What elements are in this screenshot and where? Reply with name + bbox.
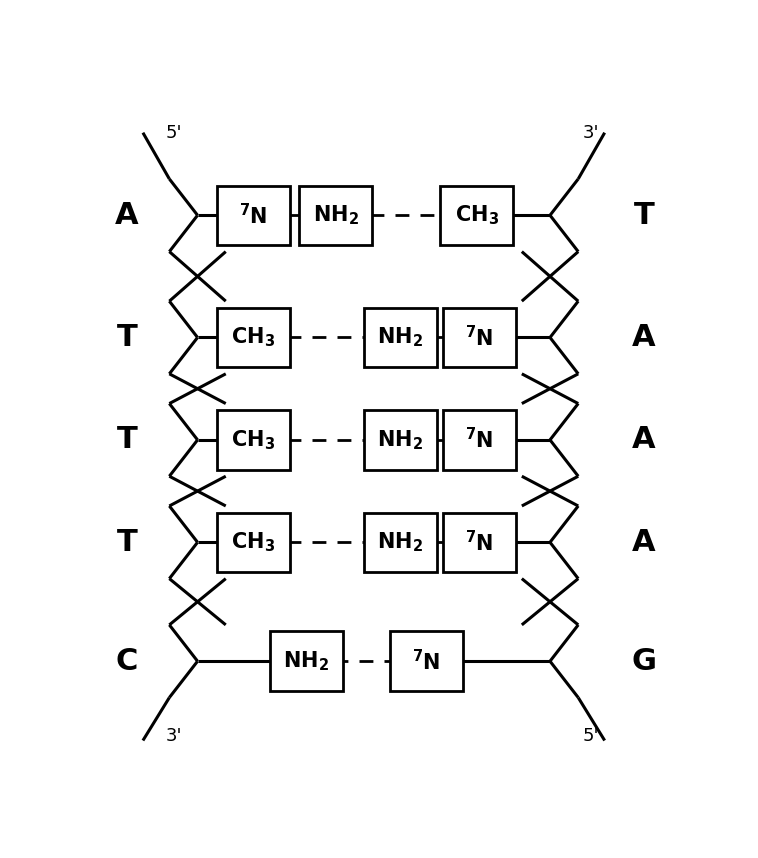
Text: 5': 5' — [166, 124, 183, 142]
Text: 3': 3' — [166, 727, 183, 745]
Text: $\mathbf{NH_2}$: $\mathbf{NH_2}$ — [312, 203, 359, 227]
Text: $\mathbf{^7N}$: $\mathbf{^7N}$ — [465, 529, 493, 555]
Bar — [364, 410, 437, 469]
Bar — [270, 631, 343, 691]
Text: A: A — [632, 323, 656, 352]
Bar — [390, 631, 463, 691]
Bar — [364, 512, 437, 572]
Bar — [440, 185, 513, 245]
Text: $\mathbf{CH_3}$: $\mathbf{CH_3}$ — [455, 203, 499, 227]
Text: $\mathbf{CH_3}$: $\mathbf{CH_3}$ — [231, 530, 275, 554]
Text: $\mathbf{CH_3}$: $\mathbf{CH_3}$ — [231, 326, 275, 349]
Bar — [299, 185, 372, 245]
Bar — [217, 512, 290, 572]
Text: $\mathbf{^7N}$: $\mathbf{^7N}$ — [465, 427, 493, 452]
Bar — [217, 185, 290, 245]
Text: $\mathbf{NH_2}$: $\mathbf{NH_2}$ — [377, 530, 423, 554]
Text: T: T — [117, 528, 137, 557]
Bar — [443, 410, 516, 469]
Text: C: C — [116, 647, 138, 676]
Bar — [217, 308, 290, 367]
Text: $\mathbf{NH_2}$: $\mathbf{NH_2}$ — [377, 428, 423, 451]
Text: $\mathbf{NH_2}$: $\mathbf{NH_2}$ — [283, 650, 329, 673]
Bar — [443, 308, 516, 367]
Text: $\mathbf{^7N}$: $\mathbf{^7N}$ — [465, 325, 493, 350]
Text: G: G — [631, 647, 656, 676]
Text: $\mathbf{NH_2}$: $\mathbf{NH_2}$ — [377, 326, 423, 349]
Text: $\mathbf{^7N}$: $\mathbf{^7N}$ — [412, 649, 441, 674]
Bar — [217, 410, 290, 469]
Text: $\mathbf{^7N}$: $\mathbf{^7N}$ — [239, 202, 268, 228]
Text: $\mathbf{CH_3}$: $\mathbf{CH_3}$ — [231, 428, 275, 451]
Bar — [364, 308, 437, 367]
Text: 5': 5' — [583, 727, 600, 745]
Text: T: T — [117, 426, 137, 455]
Text: T: T — [634, 201, 654, 230]
Text: 3': 3' — [583, 124, 600, 142]
Text: A: A — [115, 201, 139, 230]
Text: A: A — [632, 528, 656, 557]
Text: A: A — [632, 426, 656, 455]
Text: T: T — [117, 323, 137, 352]
Bar — [443, 512, 516, 572]
